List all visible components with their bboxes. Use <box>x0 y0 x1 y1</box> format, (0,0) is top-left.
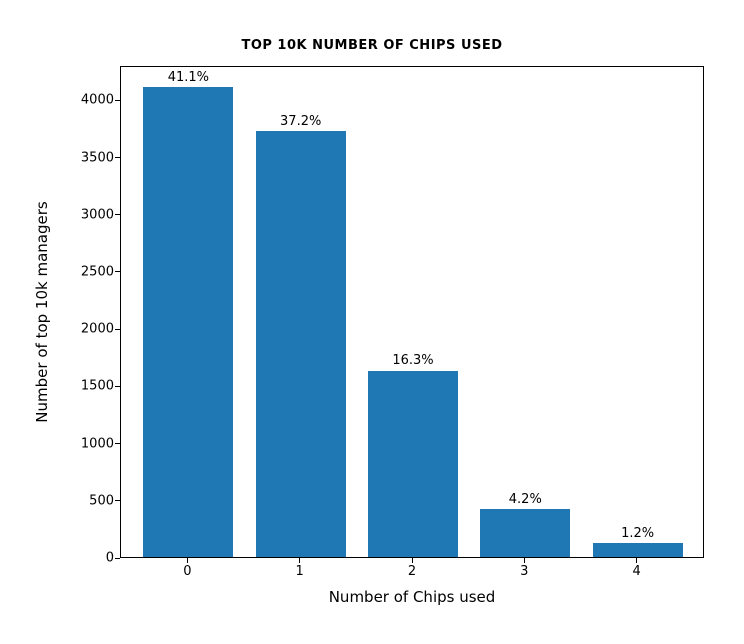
x-tick-label: 4 <box>632 558 640 579</box>
chart-figure: TOP 10K NUMBER OF CHIPS USED 41.1% 37.2% 1… <box>0 0 744 644</box>
x-tick-label: 2 <box>408 558 416 579</box>
x-tick-label: 3 <box>520 558 528 579</box>
bar <box>256 131 346 557</box>
bar <box>368 371 458 558</box>
bar <box>143 87 233 557</box>
y-axis-label: Number of top 10k managers <box>33 201 51 422</box>
bar-value-label: 41.1% <box>168 70 209 85</box>
y-tick-label: 2000 <box>81 322 120 337</box>
y-tick-label: 500 <box>89 493 120 508</box>
y-tick-label: 3000 <box>81 207 120 222</box>
y-tick-label: 0 <box>106 551 120 566</box>
y-tick-label: 2500 <box>81 264 120 279</box>
bar <box>480 509 570 557</box>
bar-value-label: 4.2% <box>509 492 542 507</box>
bar-value-label: 37.2% <box>280 114 321 129</box>
x-axis-label: Number of Chips used <box>329 588 496 606</box>
chart-title: TOP 10K NUMBER OF CHIPS USED <box>0 38 744 53</box>
y-tick-label: 1500 <box>81 379 120 394</box>
y-tick-label: 1000 <box>81 436 120 451</box>
y-tick-label: 4000 <box>81 93 120 108</box>
chart-axes: 41.1%37.2%16.3%4.2%1.2% Number of top 10… <box>120 66 704 558</box>
bar-value-label: 1.2% <box>621 526 654 541</box>
plot-area: 41.1% 37.2% 16.3% 4.2% 1.2% <box>120 66 704 558</box>
bar <box>593 543 683 557</box>
y-tick-label: 3500 <box>81 150 120 165</box>
x-tick-label: 1 <box>296 558 304 579</box>
bar-value-label: 16.3% <box>392 353 433 368</box>
x-tick-label: 0 <box>183 558 191 579</box>
